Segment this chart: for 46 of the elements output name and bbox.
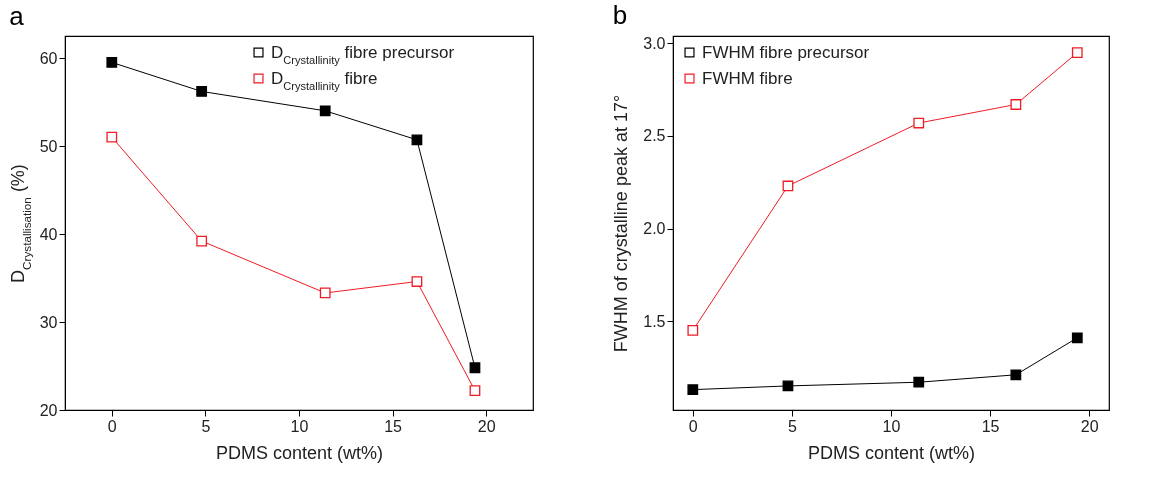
x-tick-label: 0 (688, 417, 698, 435)
point (319, 105, 331, 117)
point (469, 385, 481, 397)
point (411, 134, 423, 146)
y-tick-label: 50 (39, 137, 58, 155)
point (196, 235, 208, 247)
legend-label: D$_{Crystallinity}$ fibre (271, 68, 378, 92)
y-tick-label: 40 (39, 225, 58, 243)
point (687, 384, 699, 396)
point (913, 376, 925, 388)
y-tick-label: 2.0 (643, 220, 666, 238)
x-axis-title: PDMS content (wt%) (807, 442, 976, 463)
point (913, 117, 925, 129)
point (1010, 369, 1022, 381)
y-axis-title: FWHM of crystalline peak at 17° (611, 94, 632, 353)
legend-label: D$_{Crystallinity}$ fibre precursor (271, 42, 455, 66)
y-tick-label: 20 (39, 401, 58, 419)
legend-label: FWHM fibre precursor (702, 42, 870, 62)
chart-title: b (612, 0, 628, 31)
x-tick-label: 10 (290, 417, 309, 435)
legend-label: FWHM fibre (702, 68, 793, 88)
point (196, 86, 208, 97)
point (1071, 47, 1083, 59)
point (411, 276, 423, 287)
point (106, 131, 118, 143)
y-tick-label: 3.0 (643, 34, 666, 52)
point (1071, 332, 1083, 344)
point (469, 362, 481, 374)
point (319, 287, 331, 299)
y-tick-label: 1.5 (643, 312, 666, 330)
x-tick-label: 10 (882, 417, 901, 435)
y-tick-label: 60 (39, 49, 58, 67)
x-tick-label: 0 (107, 417, 117, 435)
point (1010, 99, 1022, 110)
x-tick-label: 5 (787, 417, 797, 435)
point (687, 324, 699, 336)
y-tick-label: 30 (39, 313, 58, 331)
point (106, 57, 118, 68)
x-tick-label: 20 (1080, 417, 1099, 435)
x-tick-label: 15 (981, 417, 1000, 435)
x-tick-label: 15 (384, 417, 403, 435)
chart-title: a (9, 1, 25, 31)
x-axis-title: PDMS content (wt%) (215, 442, 384, 463)
x-tick-label: 20 (477, 417, 496, 435)
y-tick-label: 2.5 (643, 127, 666, 145)
x-tick-label: 5 (201, 417, 211, 435)
